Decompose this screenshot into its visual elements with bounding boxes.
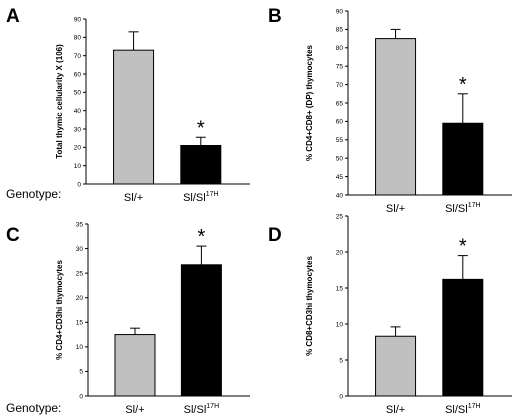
panel-b-category-superscript: 17H [468,202,481,209]
panel-d-y-tick-label: 0 [339,393,343,400]
panel-c-y-tick-label: 20 [76,295,84,302]
panel-d-y-tick-label: 5 [339,357,343,364]
panel-b-bar-2 [442,122,484,196]
panel-a-y-tick-label: 20 [74,145,82,152]
panel-a-category-label-2: Sl/Sl17H [183,191,218,204]
panel-b: B 40 45 50 55 60 65 70 75 80 85 90 % CD4+CD8+ (DP) t… [268,6,512,215]
panel-d-y-label: % CD8+CD3hi thymocytes [305,256,314,356]
panel-b-y-tick-label: 90 [336,8,344,15]
panel-d-significance-star: * [459,236,467,258]
panel-a-category-label-1: Sl/+ [124,192,143,204]
panel-b-category-label-1: Sl/+ [386,203,405,215]
panel-a-y-tick-label: 40 [74,108,82,115]
panel-c-significance-star: * [198,226,206,248]
panel-c-bar-1 [114,334,156,397]
panel-c-y-label: % CD4+CD3hi thymocytes [55,260,64,360]
panel-b-category-label-2: Sl/Sl17H [445,202,480,215]
panel-b-y-tick-label: 55 [336,137,344,144]
panel-d: D 0 5 10 15 20 25 % CD8+CD3hi thymocytes Sl/+ * Sl… [268,213,512,416]
panel-a-letter: A [6,6,20,27]
panel-b-y-tick-label: 85 [336,27,344,34]
genotype-row-label-top: Genotype: [6,187,61,201]
panel-c-y-tick-label: 35 [76,221,84,228]
panel-a-y-tick-label: 70 [74,53,82,60]
panel-b-y-tick-label: 80 [336,45,344,52]
panel-b-y-tick-label: 45 [336,174,344,181]
panel-b-y-tick-label: 70 [336,82,344,89]
panel-c-y-tick-label: 15 [76,320,84,327]
panel-c-category-label-1: Sl/+ [125,404,144,416]
panel-a-y-label: Total thymic cellularity X (106) [55,44,64,159]
panel-d-y-tick-label: 10 [336,321,344,328]
panel-b-y-tick-label: 60 [336,119,344,126]
genotype-row-label-bottom: Genotype: [6,401,61,415]
panel-b-y-tick-label: 65 [336,100,344,107]
panel-b-letter: B [268,6,282,27]
panel-b-y-label: % CD4+CD8+ (DP) thymocytes [305,44,314,161]
panel-a-y-tick-label: 10 [74,163,82,170]
panel-d-bar-2 [442,278,484,397]
panel-a-category-superscript: 17H [206,191,219,198]
panel-a: A 0 10 20 30 40 50 60 70 80 90 Total thymic cellula… [6,6,250,204]
panel-b-bar-1 [375,38,417,196]
panel-d-category-label-2: Sl/Sl17H [445,403,480,416]
panel-c-letter: C [6,225,20,246]
panel-c-y-tick-label: 5 [79,369,83,376]
panel-d-y-tick-label: 25 [336,213,344,220]
panel-a-y-tick-label: 30 [74,126,82,133]
panel-d-category-label-1: Sl/+ [386,404,405,416]
panel-c-y-tick-label: 0 [79,393,83,400]
panel-a-y-tick-label: 90 [74,16,82,23]
panel-a-bar-1 [113,49,155,185]
panel-a-y-tick-label: 50 [74,90,82,97]
panel-c-bar-2 [180,264,222,397]
panel-d-bar-1 [375,335,417,397]
panel-a-bar-2 [180,145,222,185]
panel-a-significance-star: * [197,117,205,139]
panel-b-y-tick-label: 50 [336,156,344,163]
panel-b-y-tick-label: 75 [336,64,344,71]
panel-d-y-tick-label: 15 [336,285,344,292]
panel-c: C 0 5 10 15 20 25 30 35 % CD4+CD3hi thymocytes Sl/… [6,221,250,416]
panel-c-y-tick-label: 25 [76,270,84,277]
panel-c-category-superscript: 17H [206,403,219,410]
panel-c-category-label-2: Sl/Sl17H [184,403,219,416]
panel-c-y-tick-label: 30 [76,246,84,253]
panel-d-y-tick-label: 20 [336,249,344,256]
panel-c-y-tick-label: 10 [76,344,84,351]
panel-a-y-tick-label: 0 [77,181,81,188]
panel-a-y-tick-label: 80 [74,35,82,42]
panel-b-y-tick-label: 40 [336,192,344,199]
panel-b-significance-star: * [459,74,467,96]
panel-d-category-superscript: 17H [468,403,481,410]
panel-d-letter: D [268,225,282,246]
panel-a-y-tick-label: 60 [74,71,82,78]
